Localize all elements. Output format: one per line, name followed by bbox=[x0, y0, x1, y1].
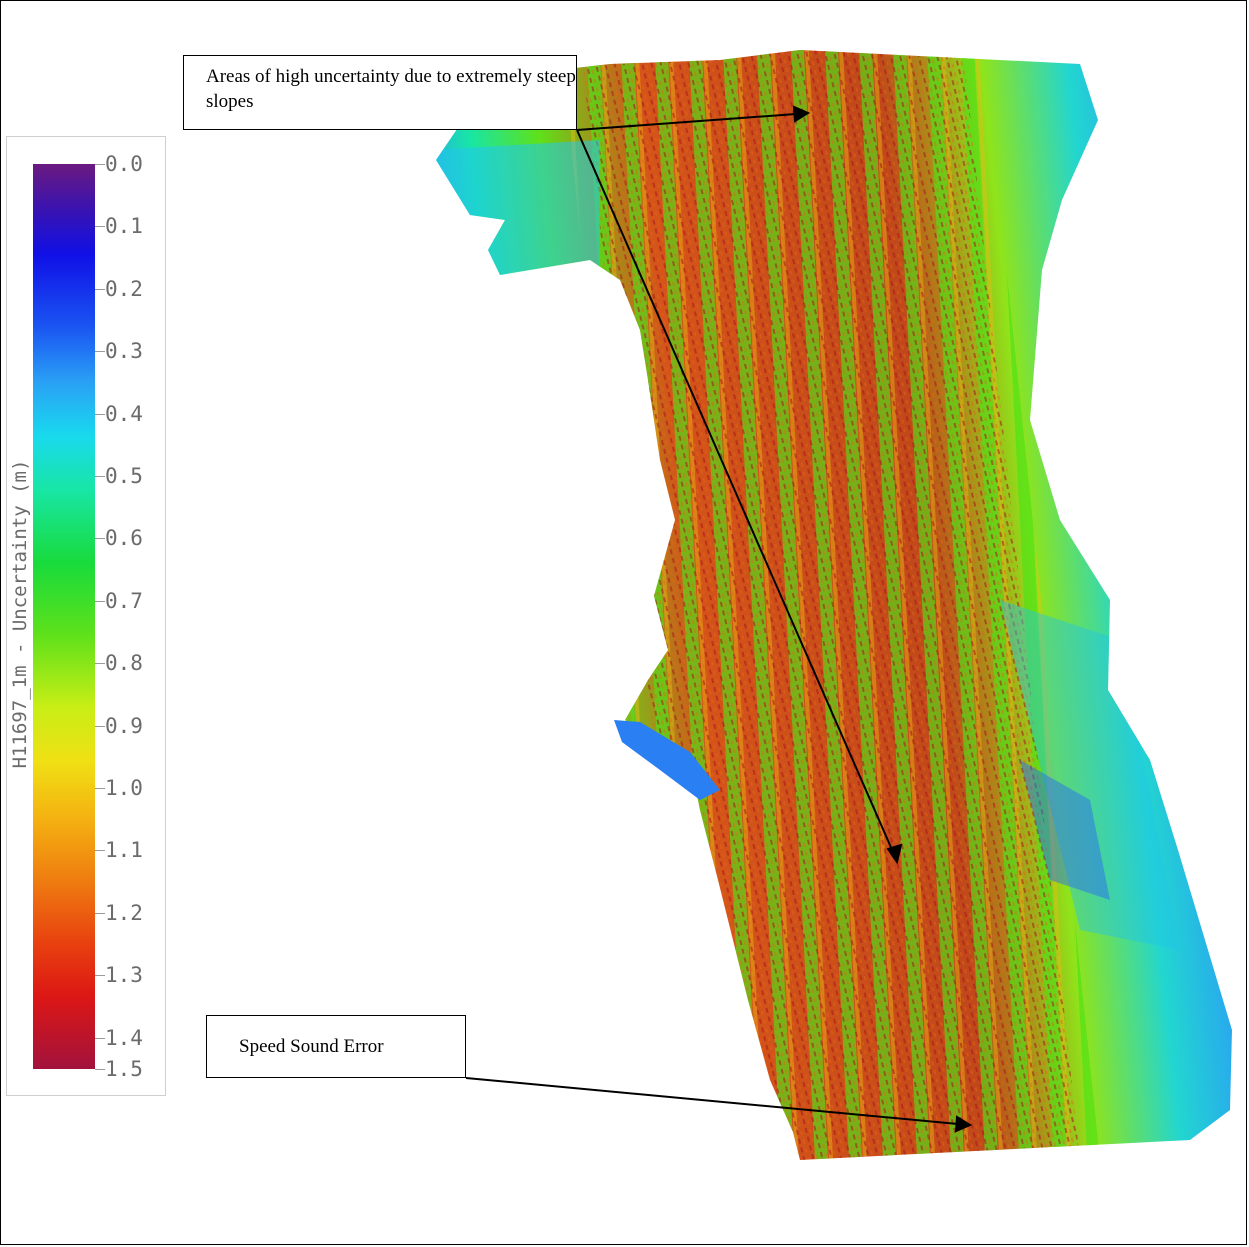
inlet-shape bbox=[614, 720, 720, 800]
legend-tick-label: 0.6 bbox=[105, 526, 143, 550]
legend-title-text: H11697_1m - Uncertainty (m) bbox=[9, 459, 31, 769]
legend-colorbar bbox=[33, 164, 95, 1069]
callout-speed-sound: Speed Sound Error bbox=[206, 1015, 466, 1078]
legend-tick-label: 1.1 bbox=[105, 838, 143, 862]
legend-tick bbox=[95, 663, 105, 664]
legend-tick bbox=[95, 850, 105, 851]
legend-tick bbox=[95, 601, 105, 602]
legend-tick-label: 0.7 bbox=[105, 589, 143, 613]
legend-tick-label: 0.8 bbox=[105, 651, 143, 675]
legend-tick bbox=[95, 414, 105, 415]
legend-tick bbox=[95, 913, 105, 914]
legend-tick-label: 0.9 bbox=[105, 714, 143, 738]
legend-tick-label: 0.1 bbox=[105, 214, 143, 238]
legend-tick bbox=[95, 289, 105, 290]
legend-tick bbox=[95, 538, 105, 539]
legend-tick-label: 1.4 bbox=[105, 1026, 143, 1050]
legend-tick bbox=[95, 975, 105, 976]
legend-tick bbox=[95, 788, 105, 789]
callout-steep-slopes: Areas of high uncertainty due to extreme… bbox=[183, 55, 577, 130]
legend-tick bbox=[95, 226, 105, 227]
legend-tick-label: 0.2 bbox=[105, 277, 143, 301]
legend-tick-label: 0.4 bbox=[105, 402, 143, 426]
legend-tick bbox=[95, 1069, 105, 1070]
legend-tick-label: 1.5 bbox=[105, 1057, 143, 1081]
legend-tick-label: 0.5 bbox=[105, 464, 143, 488]
legend-tick bbox=[95, 476, 105, 477]
legend-tick bbox=[95, 351, 105, 352]
legend-tick-label: 0.3 bbox=[105, 339, 143, 363]
legend-tick-label: 1.2 bbox=[105, 901, 143, 925]
legend-tick-label: 0.0 bbox=[105, 152, 143, 176]
legend-tick bbox=[95, 164, 105, 165]
legend-tick bbox=[95, 1038, 105, 1039]
legend-tick-label: 1.0 bbox=[105, 776, 143, 800]
legend-tick bbox=[95, 726, 105, 727]
legend-tick-label: 1.3 bbox=[105, 963, 143, 987]
